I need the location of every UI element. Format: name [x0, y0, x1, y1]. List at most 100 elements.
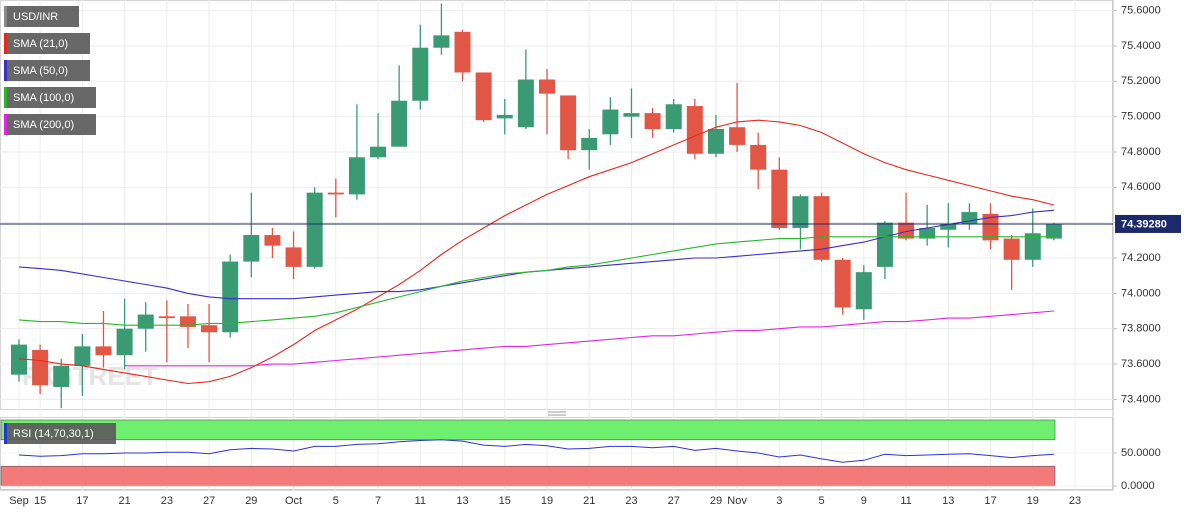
candle-body — [370, 146, 387, 158]
last-price-label: 74.39280 — [1121, 218, 1167, 230]
legend-swatch — [4, 6, 7, 27]
candle-body — [95, 346, 112, 356]
candle-body — [285, 247, 302, 267]
candle-body — [855, 272, 872, 310]
candle-body — [348, 157, 365, 195]
legend-swatch — [4, 87, 7, 108]
rsi-line — [18, 439, 1054, 463]
x-tick-label: 19 — [1027, 495, 1039, 507]
legend-box — [4, 114, 96, 135]
x-tick-label: 13 — [456, 495, 468, 507]
candle-body — [686, 106, 703, 154]
legend-swatch — [4, 33, 7, 54]
x-tick-label: 3 — [776, 495, 782, 507]
candle-body — [834, 259, 851, 308]
candle-body — [264, 235, 281, 246]
candle-body — [11, 344, 27, 375]
sma-line — [18, 119, 1055, 385]
y-tick-label: 75.0000 — [1121, 111, 1161, 123]
candle-body — [539, 79, 555, 94]
y-tick-label: 75.6000 — [1121, 5, 1161, 17]
x-tick-label: 23 — [625, 495, 637, 507]
y-tick-label: 50.0000 — [1121, 447, 1161, 459]
legend-box — [4, 87, 96, 108]
candle-body — [53, 365, 70, 388]
y-tick-label: 73.4000 — [1121, 393, 1161, 405]
candle-body — [137, 314, 154, 329]
x-tick-label: 17 — [984, 495, 996, 507]
y-tick-label: 73.6000 — [1121, 358, 1161, 370]
legend-box — [4, 6, 79, 27]
candle-body — [306, 192, 323, 267]
legend-swatch — [4, 423, 7, 444]
candle-body — [813, 196, 830, 260]
y-tick-label: 73.8000 — [1121, 323, 1161, 335]
candle-body — [433, 35, 450, 48]
candle-body — [602, 109, 619, 135]
candle-body — [940, 224, 957, 230]
x-tick-label: 11 — [415, 495, 426, 507]
x-tick-label: 17 — [76, 495, 88, 507]
candle-body — [644, 113, 661, 130]
candle-body — [982, 213, 999, 241]
candle-body — [1003, 238, 1020, 260]
candle-body — [158, 316, 175, 319]
legend-label: SMA (200,0) — [13, 119, 74, 131]
candle-body — [496, 114, 513, 119]
x-tick-label: 19 — [541, 495, 553, 507]
x-tick-label: Nov — [727, 495, 747, 507]
candle-body — [74, 346, 91, 366]
candle-body — [32, 349, 49, 386]
legend-label: USD/INR — [13, 11, 58, 23]
legend-swatch — [4, 114, 7, 135]
candle-body — [919, 227, 936, 239]
y-tick-label: 74.2000 — [1121, 252, 1161, 264]
candle-body — [1024, 233, 1041, 260]
candle-body — [623, 113, 640, 117]
sma-line — [18, 236, 1054, 326]
y-tick-label: 74.0000 — [1121, 287, 1161, 299]
candle-body — [116, 328, 133, 356]
last-price-box — [1115, 214, 1181, 233]
candle-body — [876, 222, 893, 267]
candle-body — [961, 212, 978, 225]
candle-body — [412, 47, 429, 101]
candle-body — [475, 72, 492, 121]
y-tick-label: 0.0000 — [1121, 480, 1155, 492]
x-tick-label: 5 — [818, 495, 824, 507]
x-tick-label: Oct — [285, 495, 302, 507]
rsi-band — [0, 465, 1056, 487]
candle-body — [327, 192, 344, 195]
candle-body — [750, 144, 767, 170]
x-tick-label: 21 — [583, 495, 595, 507]
x-tick-label: 21 — [118, 495, 130, 507]
x-tick-label: 15 — [499, 495, 511, 507]
candle-body — [391, 100, 408, 147]
y-tick-label: 75.4000 — [1121, 40, 1161, 52]
candle-body — [517, 79, 534, 128]
legend-label: SMA (50,0) — [13, 65, 68, 77]
sma-line — [124, 310, 1054, 367]
candle-body — [1045, 224, 1062, 239]
legend-swatch — [4, 60, 7, 81]
legend-label: SMA (21,0) — [13, 38, 68, 50]
x-tick-label: 11 — [900, 495, 911, 507]
x-tick-label: 15 — [34, 495, 46, 507]
legend-label: RSI (14,70,30,1) — [13, 428, 94, 440]
y-tick-label: 74.8000 — [1121, 146, 1161, 158]
rsi-band — [0, 419, 1056, 441]
legend-box — [4, 33, 90, 54]
candle-body — [201, 325, 218, 333]
x-tick-label: 9 — [861, 495, 867, 507]
y-tick-label: 74.6000 — [1121, 181, 1161, 193]
x-tick-label: 7 — [375, 495, 381, 507]
x-tick-label: 23 — [161, 495, 173, 507]
candle-body — [222, 261, 239, 333]
candle-body — [179, 316, 196, 327]
candle-body — [243, 235, 260, 262]
candle-body — [581, 137, 598, 151]
candle-body — [792, 196, 809, 228]
candle-body — [665, 104, 682, 130]
legend-label: SMA (100,0) — [13, 92, 74, 104]
